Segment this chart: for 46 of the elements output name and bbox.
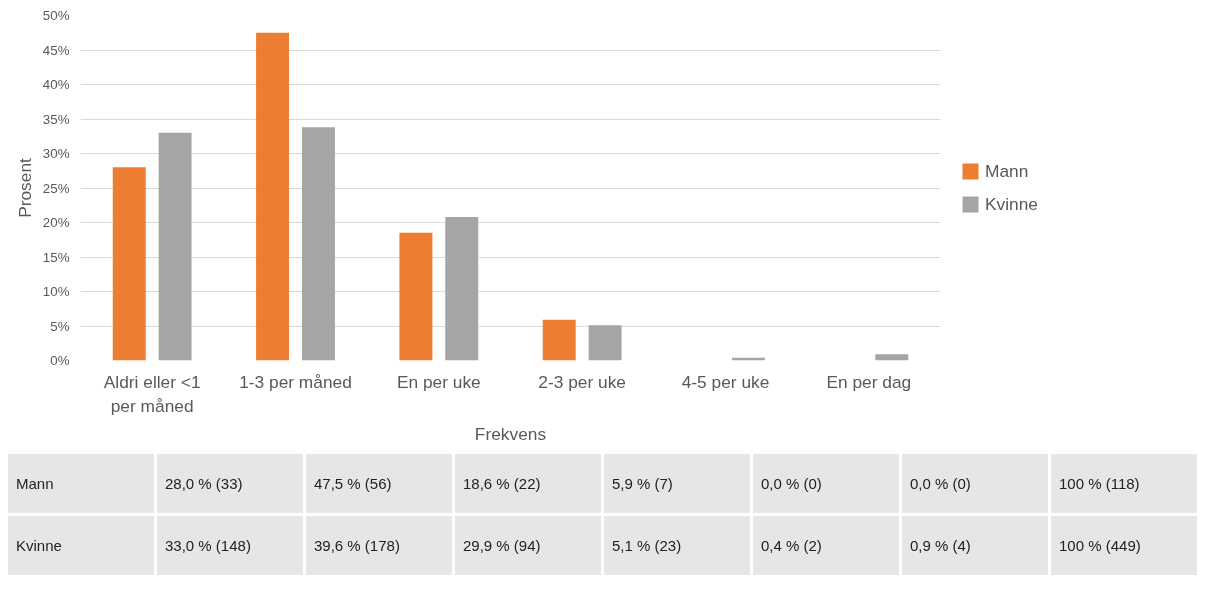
y-tick-label: 5% xyxy=(50,318,70,334)
text: 39,6 % (178) xyxy=(304,514,454,577)
bar xyxy=(256,32,290,361)
text: Mann xyxy=(16,474,54,492)
text: 0,0 % (0) xyxy=(751,452,901,515)
y-tick-label: 20% xyxy=(42,215,70,230)
text: 18,6 % (22) xyxy=(453,452,603,515)
x-tick-label: 2-3 per uke xyxy=(538,371,626,392)
text: 100 % (118) xyxy=(1049,452,1199,515)
y-tick-label: 35% xyxy=(42,111,70,127)
x-tick-label: 4-5 per uke xyxy=(681,371,770,392)
bar xyxy=(875,354,909,361)
text: 47,5 % (56) xyxy=(304,452,454,515)
text: 0,9 % (4) xyxy=(900,514,1050,577)
text: 100 % (449) xyxy=(1049,514,1199,577)
y-tick-label: 0% xyxy=(50,353,70,368)
bar xyxy=(158,132,192,361)
text: 5,9 % (7) xyxy=(602,452,752,515)
legend-label: Mann xyxy=(985,160,1029,182)
bar xyxy=(301,127,335,361)
bar xyxy=(445,216,479,361)
x-axis-title: Frekvens xyxy=(474,423,547,444)
x-tick-label: En per dag xyxy=(826,371,912,392)
y-axis-title: Prosent xyxy=(14,157,35,218)
text: 0,4 % (2) xyxy=(751,514,901,577)
text: 0,0 % (0) xyxy=(900,452,1050,515)
text: 5,1 % (23) xyxy=(602,514,752,577)
bar xyxy=(399,232,433,361)
y-tick-label: 25% xyxy=(42,180,70,196)
y-tick-label: 45% xyxy=(42,42,70,58)
x-tick-label: En per uke xyxy=(396,371,481,392)
legend-label: Kvinne xyxy=(985,193,1038,215)
bar xyxy=(542,319,576,361)
y-tick-label: 40% xyxy=(42,77,70,92)
bar xyxy=(112,167,146,361)
text: 28,0 % (33) xyxy=(155,452,305,515)
y-tick-label: 50% xyxy=(42,8,70,23)
y-tick-label: 15% xyxy=(42,249,70,265)
bar xyxy=(588,325,622,361)
x-tick-label: Aldri eller <1 per måned xyxy=(103,371,201,416)
text: 33,0 % (148) xyxy=(155,514,305,577)
y-tick-label: 10% xyxy=(42,284,70,299)
text: Kvinne xyxy=(16,536,62,554)
x-tick-label: 1-3 per måned xyxy=(239,371,352,392)
y-tick-label: 30% xyxy=(42,146,70,161)
text: 29,9 % (94) xyxy=(453,514,603,577)
